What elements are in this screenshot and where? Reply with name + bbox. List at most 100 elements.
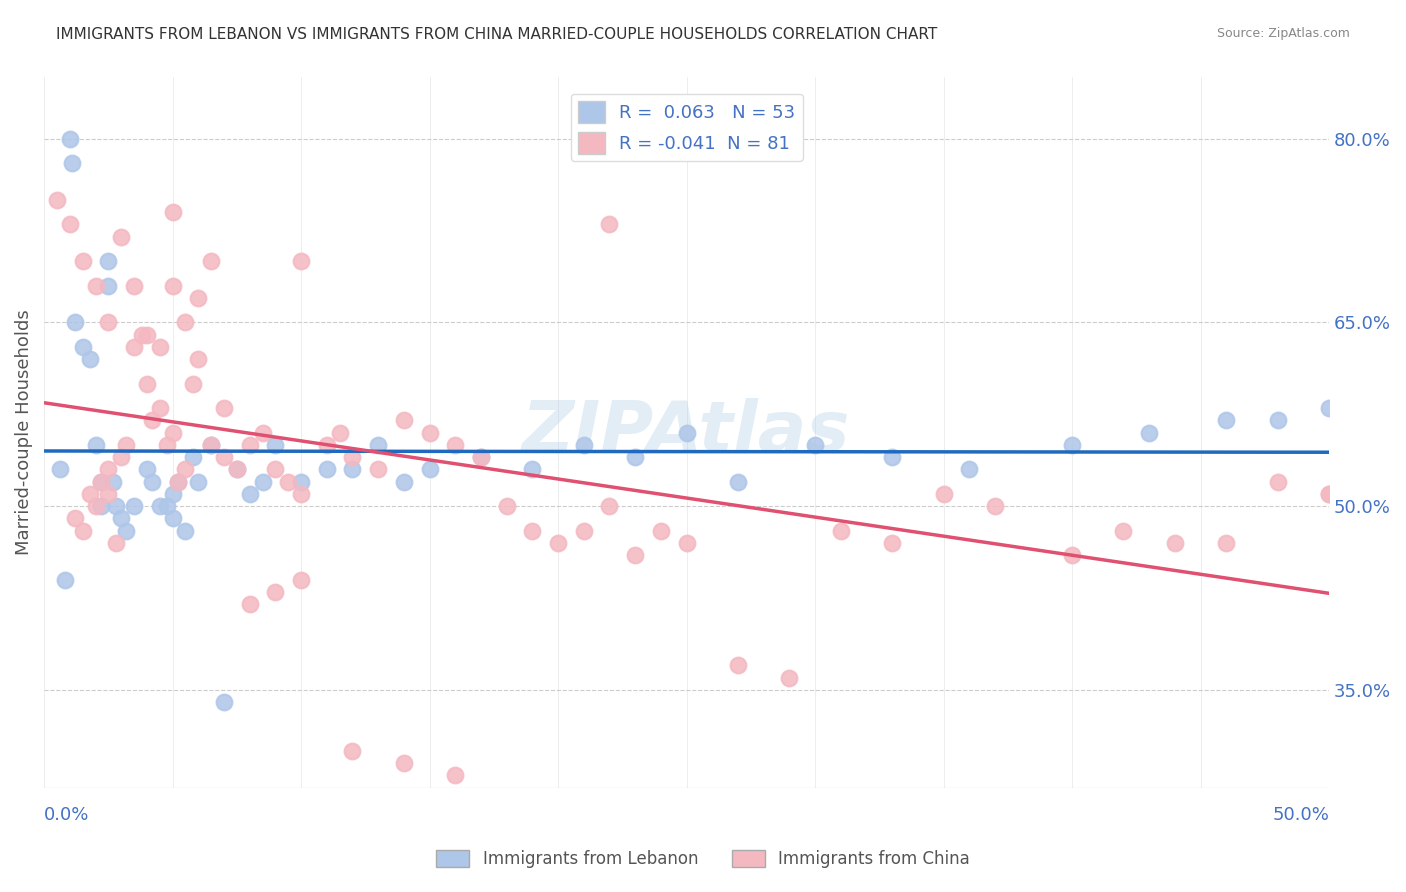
Point	[84, 278, 107, 293]
Point	[522, 462, 544, 476]
Point	[135, 376, 157, 391]
Point	[650, 524, 672, 538]
Point	[1060, 438, 1083, 452]
Point	[290, 573, 312, 587]
Point	[1112, 524, 1135, 538]
Point	[187, 352, 209, 367]
Point	[932, 487, 955, 501]
Point	[1267, 475, 1289, 489]
Point	[342, 744, 364, 758]
Point	[97, 278, 120, 293]
Point	[97, 462, 120, 476]
Point	[46, 193, 69, 207]
Point	[115, 438, 138, 452]
Point	[200, 438, 222, 452]
Point	[727, 658, 749, 673]
Point	[156, 438, 179, 452]
Point	[225, 462, 247, 476]
Text: Source: ZipAtlas.com: Source: ZipAtlas.com	[1216, 27, 1350, 40]
Point	[131, 327, 153, 342]
Point	[470, 450, 492, 464]
Point	[200, 438, 222, 452]
Point	[90, 499, 112, 513]
Point	[495, 499, 517, 513]
Point	[212, 401, 235, 415]
Point	[367, 462, 389, 476]
Point	[778, 671, 800, 685]
Point	[1317, 487, 1340, 501]
Point	[97, 315, 120, 329]
Point	[239, 438, 262, 452]
Point	[1267, 413, 1289, 427]
Point	[135, 462, 157, 476]
Legend: R =  0.063   N = 53, R = -0.041  N = 81: R = 0.063 N = 53, R = -0.041 N = 81	[571, 94, 803, 161]
Point	[141, 413, 163, 427]
Text: 0.0%: 0.0%	[44, 806, 90, 824]
Point	[162, 278, 184, 293]
Point	[598, 499, 620, 513]
Point	[830, 524, 852, 538]
Point	[392, 756, 415, 771]
Point	[122, 278, 145, 293]
Point	[72, 524, 94, 538]
Point	[675, 425, 697, 440]
Point	[367, 438, 389, 452]
Point	[90, 475, 112, 489]
Point	[882, 536, 904, 550]
Point	[174, 462, 197, 476]
Point	[174, 524, 197, 538]
Point	[84, 499, 107, 513]
Point	[115, 524, 138, 538]
Point	[675, 536, 697, 550]
Point	[239, 597, 262, 611]
Point	[419, 462, 441, 476]
Text: ZIPAtlas: ZIPAtlas	[522, 398, 851, 467]
Point	[342, 462, 364, 476]
Point	[162, 425, 184, 440]
Point	[290, 487, 312, 501]
Point	[315, 438, 337, 452]
Point	[225, 462, 247, 476]
Point	[149, 401, 172, 415]
Point	[572, 438, 595, 452]
Point	[392, 475, 415, 489]
Point	[419, 425, 441, 440]
Point	[162, 487, 184, 501]
Point	[572, 524, 595, 538]
Point	[141, 475, 163, 489]
Point	[727, 475, 749, 489]
Point	[264, 462, 287, 476]
Point	[84, 438, 107, 452]
Point	[48, 462, 70, 476]
Point	[110, 450, 132, 464]
Point	[1215, 536, 1237, 550]
Point	[53, 573, 76, 587]
Point	[187, 291, 209, 305]
Point	[149, 340, 172, 354]
Point	[264, 584, 287, 599]
Point	[252, 475, 274, 489]
Point	[470, 450, 492, 464]
Point	[97, 254, 120, 268]
Point	[252, 425, 274, 440]
Point	[63, 511, 86, 525]
Point	[79, 487, 101, 501]
Point	[212, 695, 235, 709]
Point	[315, 462, 337, 476]
Point	[60, 156, 83, 170]
Point	[290, 254, 312, 268]
Text: 50.0%: 50.0%	[1272, 806, 1329, 824]
Point	[156, 499, 179, 513]
Point	[957, 462, 980, 476]
Point	[72, 340, 94, 354]
Point	[162, 205, 184, 219]
Point	[97, 487, 120, 501]
Point	[522, 524, 544, 538]
Point	[166, 475, 188, 489]
Point	[149, 499, 172, 513]
Point	[1215, 413, 1237, 427]
Text: IMMIGRANTS FROM LEBANON VS IMMIGRANTS FROM CHINA MARRIED-COUPLE HOUSEHOLDS CORRE: IMMIGRANTS FROM LEBANON VS IMMIGRANTS FR…	[56, 27, 938, 42]
Point	[103, 475, 125, 489]
Point	[59, 218, 82, 232]
Point	[166, 475, 188, 489]
